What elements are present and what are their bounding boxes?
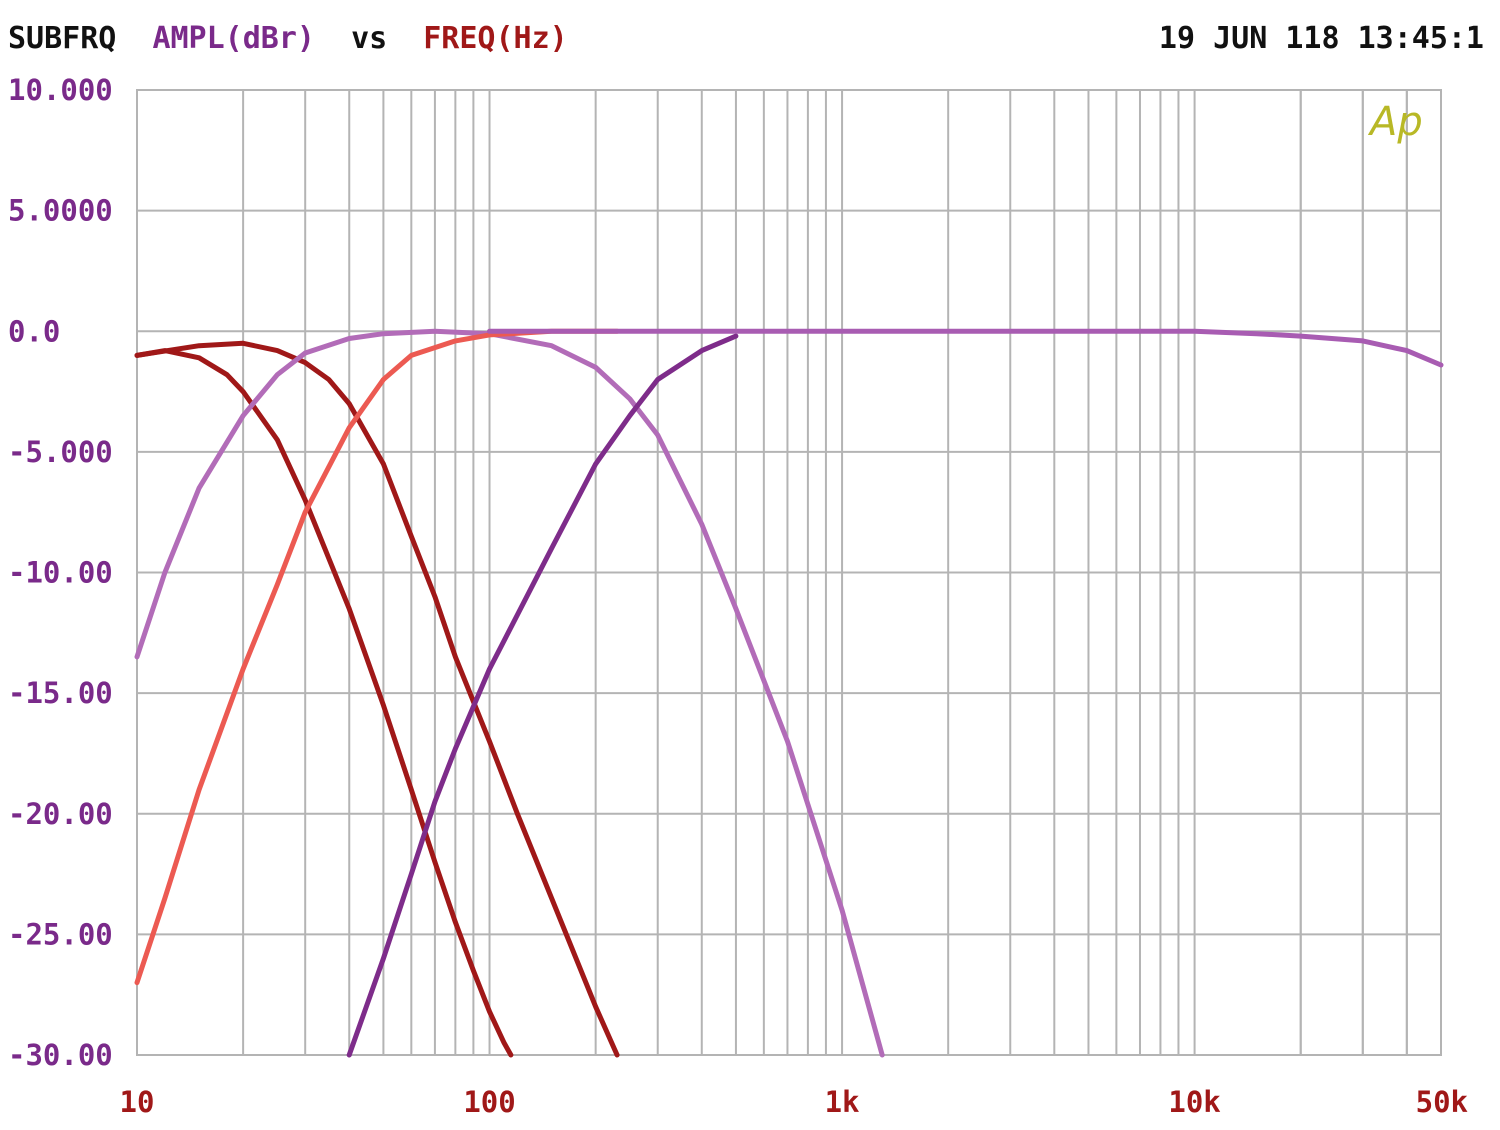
header-left-word: SUBFRQ [8,21,116,56]
header-title: SUBFRQ AMPL(dBr) vs FREQ(Hz) [8,21,568,56]
y-tick-label: -20.00 [8,797,113,831]
grid-lines [136,89,1442,1056]
series-lines [134,328,1444,1058]
y-tick-label: 0.0 [8,314,60,348]
header-vs-word: vs [351,21,387,56]
x-axis-quantity: FREQ(Hz) [423,21,568,56]
x-axis-tick-labels: 10 100 1k 10k 50k [120,1085,1468,1119]
y-tick-label: -5.000 [8,435,113,469]
y-tick-label: 10.000 [8,73,113,107]
header-timestamp: 19 JUN 118 13:45:1 [1159,21,1484,56]
x-tick-label: 100 [463,1085,515,1119]
series-line-5 [346,333,739,1058]
series-line-2 [134,340,620,1058]
y-axis-quantity: AMPL(dBr) [152,21,315,56]
x-tick-label: 1k [825,1085,860,1119]
y-tick-label: 5.0000 [8,194,113,228]
ap-logo: Ap [1367,99,1423,145]
series-line-4 [134,328,620,986]
y-tick-label: -30.00 [8,1038,113,1072]
y-tick-label: -10.00 [8,556,113,590]
x-tick-label: 50k [1416,1085,1468,1119]
x-tick-label: 10 [120,1085,155,1119]
y-tick-label: -25.00 [8,917,113,951]
series-line-6 [487,328,1444,368]
chart-header: SUBFRQ AMPL(dBr) vs FREQ(Hz) 19 JUN 118 … [8,21,1484,56]
x-tick-label: 10k [1168,1085,1220,1119]
y-tick-label: -15.00 [8,676,113,710]
y-axis-tick-labels: 10.000 5.0000 0.0 -5.000 -10.00 -15.00 -20.00 -… [8,73,113,1072]
plot-border [136,89,1442,1056]
series-line-1 [134,348,514,1058]
